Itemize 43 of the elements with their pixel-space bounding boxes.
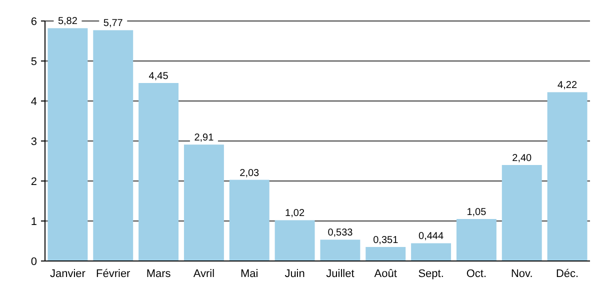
- data-label: 5,77: [103, 18, 124, 30]
- bar: [320, 240, 360, 261]
- x-tick-label: Sept.: [418, 268, 444, 280]
- data-label: 0,444: [418, 231, 444, 242]
- bar: [229, 180, 270, 261]
- y-tick-label: 5: [30, 56, 37, 68]
- bar: [184, 144, 224, 261]
- x-tick-label: Déc.: [556, 268, 579, 280]
- x-tick-label: Août: [374, 268, 397, 280]
- bar: [502, 165, 542, 261]
- x-tick-label: Juillet: [326, 268, 354, 280]
- y-tick-label: 2: [30, 176, 37, 188]
- y-tick-label: 4: [30, 96, 37, 108]
- data-label: 1,02: [285, 208, 305, 220]
- data-label: 4,22: [558, 80, 578, 92]
- x-tick-label: Mai: [240, 268, 258, 280]
- data-label: 1,05: [466, 207, 487, 218]
- bar: [547, 92, 588, 261]
- data-label: 2,91: [194, 132, 214, 144]
- bar: [138, 83, 179, 261]
- data-label: 2,03: [240, 168, 260, 179]
- bar: [411, 243, 452, 261]
- x-tick-label: Février: [96, 268, 131, 280]
- data-label: 0,533: [328, 228, 354, 239]
- bar: [48, 28, 88, 261]
- bar: [274, 220, 315, 261]
- x-tick-label: Oct.: [466, 268, 487, 280]
- bar: [93, 30, 134, 261]
- y-tick-label: 1: [30, 216, 37, 228]
- data-label: 4,45: [148, 71, 169, 82]
- data-label: 0,351: [373, 234, 399, 246]
- data-label: 5,82: [58, 16, 78, 28]
- y-tick-label: 6: [30, 16, 37, 28]
- bar: [456, 219, 496, 261]
- x-tick-label: Janvier: [50, 268, 86, 280]
- x-tick-label: Avril: [193, 268, 215, 280]
- x-tick-label: Mars: [146, 268, 172, 280]
- y-tick-label: 0: [30, 256, 37, 268]
- x-tick-label: Nov.: [510, 268, 533, 280]
- y-tick-label: 3: [30, 136, 37, 148]
- x-tick-label: Juin: [284, 268, 305, 280]
- bar: [366, 246, 406, 261]
- data-label: 2,40: [512, 153, 532, 164]
